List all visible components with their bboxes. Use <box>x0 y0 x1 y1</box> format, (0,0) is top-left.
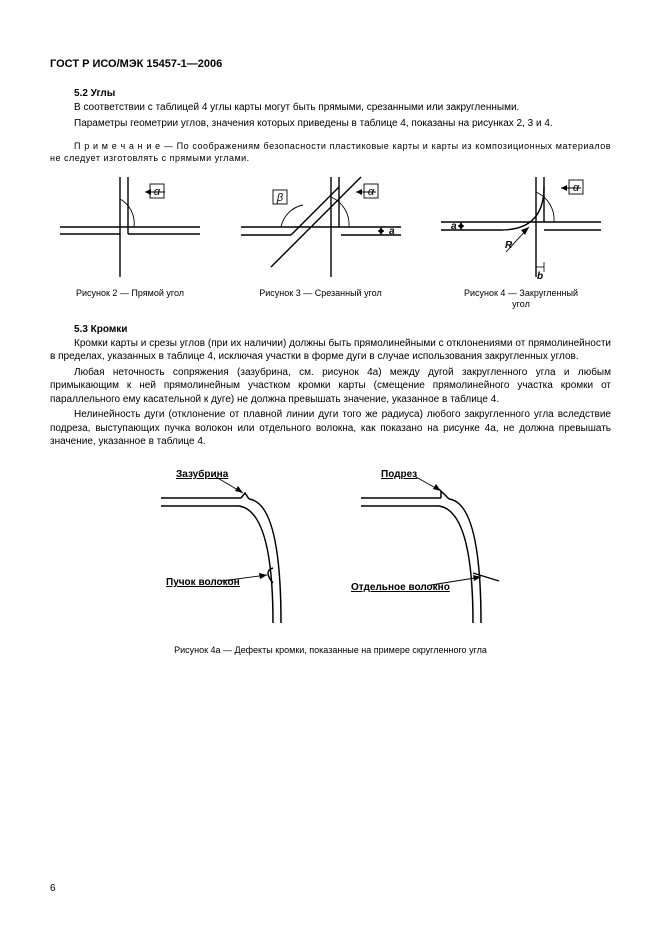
zazubrina-label: Зазубрина <box>176 468 229 480</box>
figure-4-svg: α a R b <box>431 172 611 282</box>
figure-3: α β a Рисунок 3 — Срезанный угол <box>231 172 411 310</box>
puchok-label: Пучок волокон <box>166 577 240 588</box>
alpha-label: α <box>154 186 161 198</box>
alpha-label-4: α <box>573 182 580 194</box>
figures-row: α Рисунок 2 — Прямой угол <box>50 172 611 310</box>
figure-2-caption: Рисунок 2 — Прямой угол <box>50 288 210 299</box>
figure-4a: Зазубрина Пучок волокон Подрез Отдельное… <box>50 463 611 655</box>
note-52: П р и м е ч а н и е — По соображениям бе… <box>50 140 611 164</box>
a-label-4: a <box>451 221 457 232</box>
figure-4-caption: Рисунок 4 — Закругленный угол <box>431 288 611 310</box>
p-53-2: Любая неточность сопряжения (зазубрина, … <box>50 366 611 407</box>
podrez-label: Подрез <box>381 469 417 480</box>
figure-3-svg: α β a <box>231 172 411 282</box>
beta-label: β <box>275 192 283 204</box>
section-52-title: 5.2 Углы <box>74 88 611 99</box>
alpha-label-3: α <box>367 186 374 198</box>
page-number: 6 <box>50 883 56 894</box>
otdel-label: Отдельное волокно <box>351 582 450 593</box>
p-52-2: Параметры геометрии углов, значения кото… <box>50 117 611 131</box>
section-53-title: 5.3 Кромки <box>74 324 611 335</box>
figure-4a-svg: Зазубрина Пучок волокон Подрез Отдельное… <box>121 463 541 633</box>
p-53-3: Нелинейность дуги (отклонение от плавной… <box>50 408 611 449</box>
doc-header: ГОСТ Р ИСО/МЭК 15457-1—2006 <box>50 58 611 70</box>
figure-2-svg: α <box>50 172 210 282</box>
figure-2: α Рисунок 2 — Прямой угол <box>50 172 210 310</box>
figure-3-caption: Рисунок 3 — Срезанный угол <box>231 288 411 299</box>
figure-4: α a R b Рисунок 4 — Закругленный угол <box>431 172 611 310</box>
p-52-1: В соответствии с таблицей 4 углы карты м… <box>50 101 611 115</box>
R-label: R <box>505 240 513 251</box>
b-label: b <box>537 271 543 282</box>
p-53-1: Кромки карты и срезы углов (при их налич… <box>50 337 611 364</box>
a-label: a <box>389 226 395 237</box>
figure-4a-caption: Рисунок 4а — Дефекты кромки, показанные … <box>50 645 611 655</box>
